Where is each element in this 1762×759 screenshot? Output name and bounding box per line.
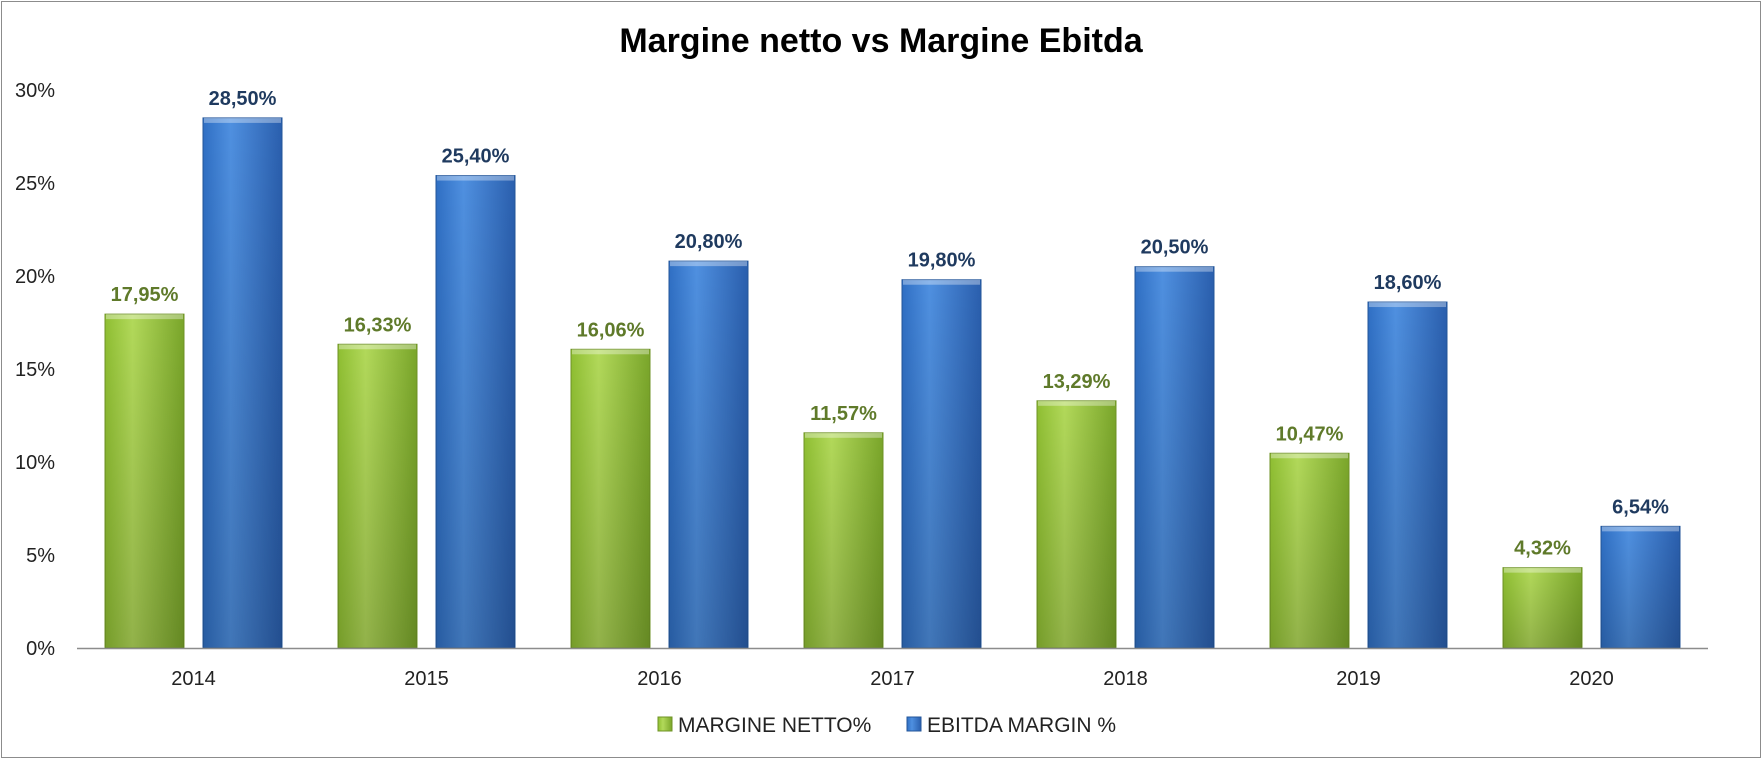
- bar-top-highlight: [204, 117, 281, 123]
- bar-shading: [669, 261, 748, 648]
- netto-data-label: 13,29%: [1043, 371, 1111, 393]
- bar-top-highlight: [1271, 453, 1348, 459]
- bar-shading: [1270, 453, 1349, 648]
- bar-shading: [1037, 400, 1116, 648]
- x-tick-label: 2017: [870, 668, 915, 690]
- legend-swatch: [906, 716, 922, 732]
- x-tick-label: 2014: [171, 668, 216, 690]
- x-tick-label: 2020: [1569, 668, 1614, 690]
- ebitda-data-label: 19,80%: [908, 250, 976, 272]
- bar-shading: [1135, 266, 1214, 648]
- legend: MARGINE NETTO% EBITDA MARGIN %: [657, 714, 1116, 737]
- y-tick-label: 25%: [15, 173, 55, 195]
- y-tick-label: 15%: [15, 359, 55, 381]
- bar-top-highlight: [106, 314, 183, 320]
- legend-swatch: [657, 716, 673, 732]
- bar-top-highlight: [572, 349, 649, 355]
- y-tick-label: 0%: [26, 638, 55, 660]
- bar-top-highlight: [1136, 266, 1213, 272]
- bar-shading: [436, 175, 515, 648]
- bar-top-highlight: [670, 261, 747, 267]
- bar-top-highlight: [1602, 526, 1679, 532]
- bar-top-highlight: [1038, 400, 1115, 406]
- ebitda-data-label: 6,54%: [1612, 496, 1669, 518]
- bar-shading: [203, 117, 282, 648]
- legend-label: MARGINE NETTO%: [678, 714, 871, 737]
- chart-title: Margine netto vs Margine Ebitda: [619, 22, 1143, 60]
- netto-data-label: 16,33%: [344, 314, 412, 336]
- netto-data-label: 11,57%: [810, 403, 877, 425]
- x-tick-label: 2016: [637, 668, 682, 690]
- bar-shading: [105, 314, 184, 648]
- ebitda-data-label: 25,40%: [442, 146, 510, 168]
- ebitda-data-label: 20,50%: [1141, 237, 1209, 259]
- bar-top-highlight: [903, 279, 980, 285]
- x-tick-label: 2019: [1336, 668, 1381, 690]
- bar-shading: [804, 432, 883, 648]
- bar-top-highlight: [1369, 302, 1446, 308]
- ebitda-data-label: 28,50%: [209, 88, 277, 110]
- legend-label: EBITDA MARGIN %: [927, 714, 1116, 737]
- netto-data-label: 4,32%: [1514, 538, 1571, 560]
- x-axis: 2014 2015 2016 2017 2018 2019 2020: [77, 647, 1708, 690]
- bar-top-highlight: [339, 344, 416, 350]
- bar-shading: [1368, 302, 1447, 648]
- bar-shading: [571, 349, 650, 648]
- x-tick-label: 2015: [404, 668, 449, 690]
- netto-data-label: 16,06%: [577, 319, 645, 341]
- y-axis: 0% 5% 10% 15% 20% 25% 30%: [15, 80, 55, 660]
- bar-shading: [1601, 526, 1680, 648]
- y-tick-label: 5%: [26, 545, 55, 567]
- bar-top-highlight: [437, 175, 514, 181]
- x-tick-label: 2018: [1103, 668, 1148, 690]
- netto-data-label: 17,95%: [111, 284, 179, 306]
- ebitda-data-label: 18,60%: [1374, 272, 1442, 294]
- bar-top-highlight: [805, 432, 882, 438]
- bars: 17,95% 28,50% 16,33% 25,40% 16,06% 20,80% 11,5…: [104, 88, 1681, 649]
- netto-data-label: 10,47%: [1276, 423, 1344, 445]
- y-tick-label: 30%: [15, 80, 55, 102]
- bar-shading: [902, 279, 981, 648]
- ebitda-data-label: 20,80%: [675, 231, 743, 253]
- bar-shading: [1503, 567, 1582, 648]
- bar-shading: [338, 344, 417, 648]
- bar-top-highlight: [1504, 567, 1581, 573]
- y-tick-label: 20%: [15, 266, 55, 288]
- y-tick-label: 10%: [15, 452, 55, 474]
